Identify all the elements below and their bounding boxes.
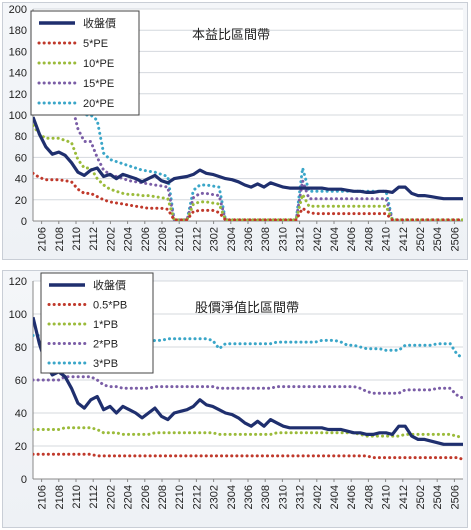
series-line-2 <box>33 426 463 440</box>
legend-label: 1*PB <box>93 319 118 331</box>
y-tick-label: 80 <box>15 131 27 143</box>
x-tick-label: 2506 <box>449 227 461 251</box>
y-tick-label: 200 <box>9 4 27 16</box>
y-tick-label: 20 <box>15 195 27 207</box>
legend-label: 15*PE <box>83 78 114 90</box>
x-tick-label: 2304 <box>226 227 238 251</box>
x-tick-label: 2106 <box>37 227 49 251</box>
pb-band-chart-panel: 0 20 40 60 80 100 120 2106 2108 2110 2112 2202 2204 2… <box>2 270 468 528</box>
x-tick-label: 2504 <box>432 227 444 251</box>
legend-label: 0.5*PB <box>93 300 127 312</box>
legend-label: 10*PE <box>83 58 114 70</box>
x-tick-label: 2412 <box>398 485 410 509</box>
y-tick-label: 20 <box>15 441 27 453</box>
pe-band-chart-panel: 0 20 40 60 80 100 120 140 160 180 200 2106 2108 2110 2… <box>2 2 468 260</box>
y-tick-label: 100 <box>9 309 27 321</box>
x-tick-label: 2308 <box>260 227 272 251</box>
y-tick-label: 180 <box>9 25 27 37</box>
legend-label: 3*PB <box>93 358 118 370</box>
x-tick-label: 2210 <box>174 227 186 251</box>
x-tick-label: 2202 <box>105 227 117 251</box>
chart-title: 股價淨值比區間帶 <box>195 300 299 315</box>
x-tick-label: 2310 <box>277 485 289 509</box>
x-tick-label: 2306 <box>243 485 255 509</box>
y-tick-label: 120 <box>9 276 27 288</box>
x-tick-label: 2304 <box>226 485 238 509</box>
x-tick-label: 2408 <box>363 227 375 251</box>
chart-title: 本益比區間帶 <box>192 27 270 42</box>
legend-label: 20*PE <box>83 98 114 110</box>
pe-band-chart: 0 20 40 60 80 100 120 140 160 180 200 2106 2108 2110 2… <box>9 4 463 251</box>
series-line-0 <box>33 116 463 201</box>
y-tick-label: 60 <box>15 152 27 164</box>
legend-label: 5*PE <box>83 38 108 50</box>
x-tick-label: 2208 <box>157 227 169 251</box>
x-tick-label: 2504 <box>432 485 444 509</box>
x-tick-label: 2108 <box>54 485 66 509</box>
pb-band-chart: 0 20 40 60 80 100 120 2106 2108 2110 2112 2202 2204 2… <box>9 272 463 509</box>
x-tick-label: 2408 <box>363 485 375 509</box>
x-tick-label: 2106 <box>37 485 49 509</box>
x-tick-label: 2404 <box>329 227 341 251</box>
y-tick-label: 80 <box>15 342 27 354</box>
x-tick-label: 2404 <box>329 485 341 509</box>
x-tick-label: 2112 <box>88 485 100 509</box>
x-tick-label: 2110 <box>71 227 83 251</box>
x-tick-label: 2206 <box>140 485 152 509</box>
legend: 收盤價 5*PE 10*PE 15*PE 20*PE <box>30 10 140 116</box>
x-tick-label: 2506 <box>449 485 461 509</box>
x-tick-label: 2210 <box>174 485 186 509</box>
legend-label: 2*PB <box>93 339 118 351</box>
x-tick-label: 2308 <box>260 485 272 509</box>
x-tick-label: 2302 <box>209 227 221 251</box>
x-tick-label: 2212 <box>191 485 203 509</box>
x-tick-label: 2310 <box>277 227 289 251</box>
x-tick-label: 2302 <box>209 485 221 509</box>
x-tick-label: 2208 <box>157 485 169 509</box>
series-line-1 <box>33 171 463 221</box>
series-line-3 <box>33 375 463 400</box>
x-tick-label: 2402 <box>312 227 324 251</box>
x-tick-label: 2402 <box>312 485 324 509</box>
x-tick-label: 2112 <box>88 227 100 251</box>
x-tick-label: 2406 <box>346 485 358 509</box>
x-tick-label: 2406 <box>346 227 358 251</box>
x-tick-label: 2202 <box>105 485 117 509</box>
x-tick-label: 2502 <box>415 227 427 251</box>
legend-label: 收盤價 <box>83 16 116 30</box>
y-tick-label: 0 <box>21 474 27 486</box>
legend: 收盤價 0.5*PB 1*PB 2*PB 3*PB <box>40 272 154 374</box>
x-tick-label: 2312 <box>295 485 307 509</box>
x-tick-label: 2502 <box>415 485 427 509</box>
y-tick-label: 40 <box>15 408 27 420</box>
x-tick-label: 2212 <box>191 227 203 251</box>
legend-label: 收盤價 <box>93 278 126 292</box>
y-tick-label: 0 <box>21 216 27 228</box>
y-tick-label: 120 <box>9 89 27 101</box>
series-line-1 <box>33 452 463 461</box>
y-tick-label: 40 <box>15 174 27 186</box>
x-tick-label: 2312 <box>295 227 307 251</box>
x-tick-label: 2410 <box>381 485 393 509</box>
x-tick-label: 2204 <box>123 485 135 509</box>
x-tick-label: 2108 <box>54 227 66 251</box>
x-tick-label: 2204 <box>123 227 135 251</box>
x-tick-label: 2306 <box>243 227 255 251</box>
x-tick-label: 2206 <box>140 227 152 251</box>
x-tick-label: 2410 <box>381 227 393 251</box>
x-tick-label: 2110 <box>71 485 83 509</box>
x-tick-label: 2412 <box>398 227 410 251</box>
y-tick-label: 160 <box>9 46 27 58</box>
y-tick-label: 60 <box>15 375 27 387</box>
y-tick-label: 140 <box>9 68 27 80</box>
series-line-2 <box>33 124 463 221</box>
y-tick-label: 100 <box>9 110 27 122</box>
series-line-0 <box>33 316 463 446</box>
